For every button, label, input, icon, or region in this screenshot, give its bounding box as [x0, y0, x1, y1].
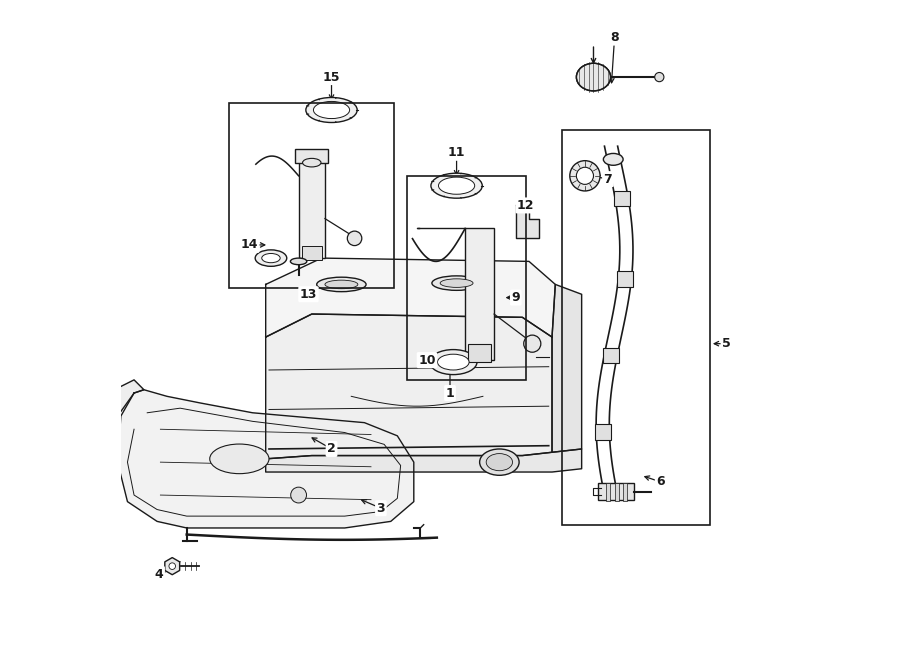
Bar: [302, 246, 321, 260]
Ellipse shape: [438, 177, 474, 194]
Bar: [595, 424, 611, 440]
Circle shape: [291, 487, 307, 503]
Ellipse shape: [431, 173, 482, 198]
Text: 13: 13: [300, 288, 317, 301]
Circle shape: [654, 73, 664, 82]
Bar: [623, 483, 627, 501]
Text: 4: 4: [155, 568, 164, 580]
Text: 2: 2: [327, 442, 336, 455]
Circle shape: [347, 231, 362, 246]
Bar: [465, 229, 494, 360]
Bar: [562, 130, 710, 525]
Polygon shape: [516, 206, 539, 239]
Circle shape: [570, 161, 600, 191]
Circle shape: [524, 335, 541, 352]
Polygon shape: [111, 380, 144, 416]
Ellipse shape: [302, 159, 321, 167]
Text: 6: 6: [656, 475, 665, 488]
Text: 14: 14: [240, 239, 258, 251]
Polygon shape: [266, 314, 552, 459]
Ellipse shape: [262, 253, 280, 262]
Ellipse shape: [313, 101, 349, 118]
Ellipse shape: [210, 444, 269, 474]
Text: 15: 15: [323, 71, 340, 83]
Ellipse shape: [317, 277, 366, 292]
Ellipse shape: [437, 354, 469, 370]
Polygon shape: [552, 284, 581, 452]
Ellipse shape: [486, 453, 512, 471]
Ellipse shape: [325, 280, 358, 289]
Text: 12: 12: [517, 199, 535, 212]
Ellipse shape: [603, 153, 623, 165]
Ellipse shape: [306, 97, 357, 122]
Polygon shape: [266, 258, 555, 337]
Bar: [615, 483, 618, 501]
Bar: [468, 344, 491, 362]
Ellipse shape: [432, 276, 482, 290]
Text: 1: 1: [446, 387, 454, 399]
Bar: [603, 348, 619, 364]
Ellipse shape: [429, 350, 477, 375]
Text: 10: 10: [418, 354, 436, 367]
Text: 11: 11: [448, 146, 465, 159]
Bar: [617, 271, 634, 287]
Ellipse shape: [576, 63, 610, 91]
Bar: [295, 149, 328, 163]
Ellipse shape: [291, 258, 307, 264]
Bar: [600, 486, 626, 498]
Bar: [407, 176, 526, 380]
Text: 5: 5: [722, 337, 731, 350]
Text: 9: 9: [511, 291, 520, 304]
Circle shape: [576, 167, 593, 184]
Polygon shape: [118, 390, 414, 528]
Bar: [614, 190, 630, 206]
Bar: [598, 483, 634, 500]
Bar: [299, 156, 325, 258]
Ellipse shape: [440, 279, 473, 288]
Text: 8: 8: [610, 31, 619, 44]
Circle shape: [169, 563, 176, 569]
Ellipse shape: [480, 449, 519, 475]
Polygon shape: [165, 558, 180, 574]
Ellipse shape: [256, 250, 287, 266]
Bar: [606, 483, 610, 501]
Text: 3: 3: [376, 502, 385, 515]
Text: 7: 7: [604, 173, 612, 186]
Bar: [230, 103, 394, 288]
Polygon shape: [266, 449, 581, 472]
